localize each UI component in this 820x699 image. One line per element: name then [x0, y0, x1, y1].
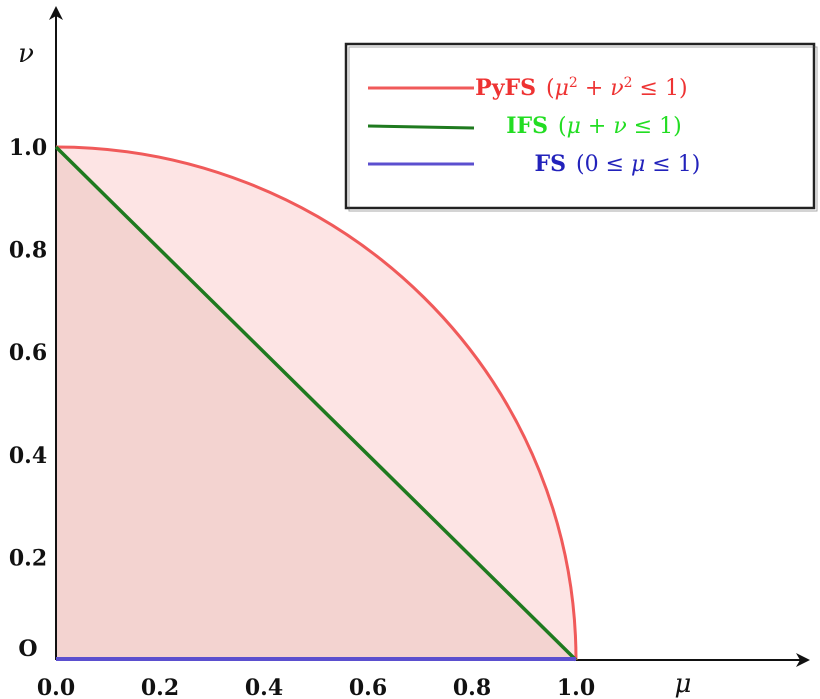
x-tick-labels: 0.0 0.2 0.4 0.6 0.8 1.0	[37, 675, 595, 699]
legend-condition: (μ + ν ≤ 1)	[558, 114, 682, 139]
x-tick-label: 0.6	[349, 675, 387, 699]
legend-series-name: IFS	[506, 113, 548, 139]
y-tick-label: 0.2	[9, 545, 47, 571]
ifs-line	[54, 145, 578, 662]
x-axis-label: μ	[675, 669, 692, 699]
x-tick-label: 0.4	[245, 675, 283, 699]
y-tick-label: 1.0	[9, 135, 47, 161]
origin-label: O	[18, 636, 37, 662]
pyfs-curve	[55, 145, 578, 661]
x-tick-label: 0.8	[453, 675, 491, 699]
y-tick-label: 0.6	[9, 340, 47, 366]
legend-shadow	[348, 46, 818, 212]
legend: PyFS (μ2 + ν2 ≤ 1) IFS (μ + ν ≤ 1) FS (0 ≤ μ …	[344, 42, 818, 212]
legend-series-name: PyFS	[475, 75, 536, 101]
legend-condition: (μ2 + ν2 ≤ 1)	[546, 75, 688, 101]
x-tick-label: 0.0	[37, 675, 75, 699]
x-tick-label: 1.0	[557, 675, 595, 699]
y-axis-label: ν	[18, 39, 34, 69]
y-tick-labels: 0.2 0.4 0.6 0.8 1.0	[9, 135, 47, 571]
legend-box	[344, 42, 816, 210]
x-tick-label: 0.2	[141, 675, 179, 699]
legend-condition: (0 ≤ μ ≤ 1)	[576, 152, 700, 177]
y-tick-label: 0.4	[9, 443, 47, 469]
legend-swatch	[367, 124, 475, 130]
y-tick-label: 0.8	[9, 238, 47, 264]
legend-series-name: FS	[534, 151, 566, 177]
